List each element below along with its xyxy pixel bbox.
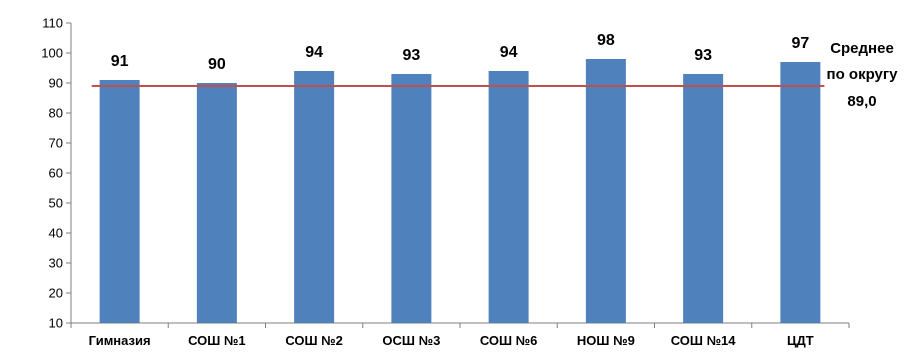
bars bbox=[99, 59, 821, 323]
reference-line-label: 89,0 bbox=[847, 93, 876, 110]
x-tick-label: ОСШ №3 bbox=[382, 333, 440, 348]
y-tick-label: 80 bbox=[49, 106, 63, 121]
y-tick-label: 90 bbox=[49, 76, 63, 91]
data-label: 97 bbox=[791, 35, 809, 52]
reference-line-label: по округу bbox=[827, 66, 899, 83]
data-label: 93 bbox=[694, 47, 712, 64]
data-label: 94 bbox=[305, 44, 323, 61]
x-tick-label: СОШ №6 bbox=[480, 333, 538, 348]
bar bbox=[196, 83, 237, 323]
bar bbox=[488, 71, 529, 323]
y-tick-label: 60 bbox=[49, 166, 63, 181]
y-tick-label: 50 bbox=[49, 196, 63, 211]
data-label: 98 bbox=[597, 32, 615, 49]
data-labels: 91 90 94 93 94 98 93 97 bbox=[111, 32, 810, 73]
data-label: 90 bbox=[208, 56, 226, 73]
y-tick-label: 10 bbox=[49, 316, 63, 331]
y-tick-label: 100 bbox=[41, 46, 63, 61]
data-label: 93 bbox=[402, 47, 420, 64]
bar bbox=[585, 59, 626, 323]
y-tick-label: 110 bbox=[42, 16, 63, 31]
x-tick-label: СОШ №2 bbox=[285, 333, 343, 348]
x-tick-label: СОШ №14 bbox=[671, 333, 737, 348]
data-label: 94 bbox=[500, 44, 518, 61]
bar bbox=[391, 74, 432, 323]
y-tick-label: 20 bbox=[49, 286, 63, 301]
x-tick-label: ЦДТ bbox=[787, 333, 814, 348]
y-tick-label: 40 bbox=[49, 226, 63, 241]
bar bbox=[683, 74, 724, 323]
x-tick-label: НОШ №9 bbox=[577, 333, 635, 348]
bar bbox=[780, 62, 821, 323]
reference-line-label: Среднее bbox=[830, 40, 894, 57]
y-axis: 10 20 30 40 50 60 70 80 90 100 110 bbox=[41, 16, 72, 331]
bar bbox=[294, 71, 335, 323]
x-tick-label: Гимназия bbox=[89, 333, 151, 348]
x-axis: Гимназия СОШ №1 СОШ №2 ОСШ №3 СОШ №6 НОШ №9 СО… bbox=[70, 322, 850, 348]
reference-line-group: Среднее по округу 89,0 bbox=[91, 40, 899, 110]
bar bbox=[99, 80, 140, 323]
y-tick-label: 70 bbox=[49, 136, 63, 151]
x-tick-label: СОШ №1 bbox=[188, 333, 246, 348]
y-tick-label: 30 bbox=[49, 256, 63, 271]
data-label: 91 bbox=[111, 53, 129, 70]
